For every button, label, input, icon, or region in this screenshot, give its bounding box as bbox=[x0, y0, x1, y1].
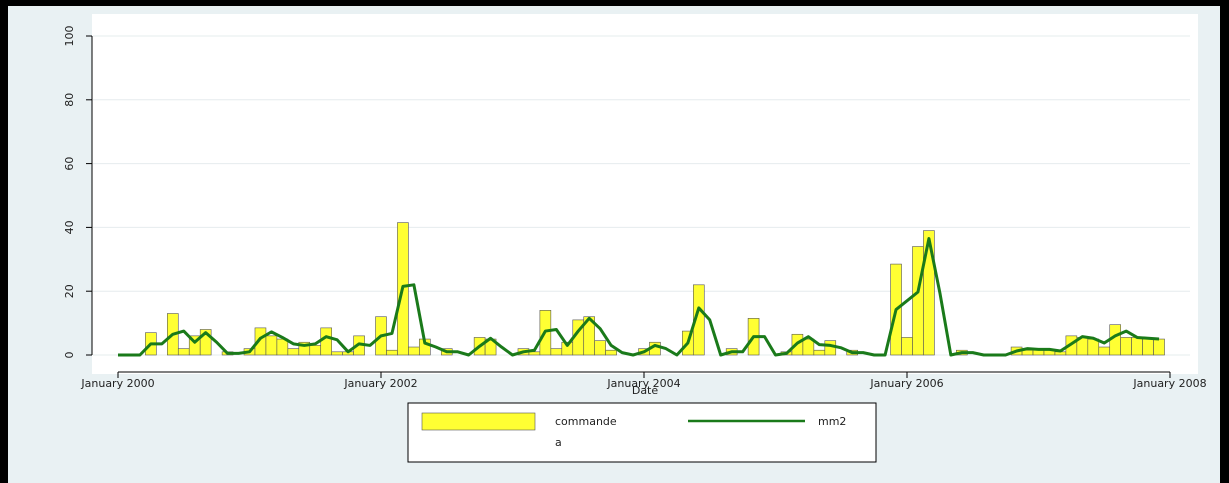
bar bbox=[802, 338, 815, 356]
bar bbox=[199, 329, 212, 356]
bar bbox=[320, 327, 332, 356]
x-tick-label: January 2002 bbox=[343, 377, 417, 390]
y-tick-label: 40 bbox=[63, 220, 76, 234]
bar bbox=[276, 338, 289, 356]
bar bbox=[912, 246, 924, 356]
bar bbox=[583, 316, 595, 356]
legend-label: commande bbox=[555, 415, 617, 428]
bar bbox=[287, 348, 300, 356]
x-tick-label: January 2000 bbox=[80, 377, 154, 390]
x-tick-label: January 2008 bbox=[1132, 377, 1206, 390]
bar bbox=[1142, 338, 1154, 356]
bar bbox=[824, 340, 837, 356]
y-tick-label: 60 bbox=[63, 157, 76, 171]
bar bbox=[1098, 346, 1111, 356]
bar bbox=[605, 349, 617, 356]
bar bbox=[813, 349, 826, 356]
x-axis-label: Date bbox=[632, 384, 659, 397]
legend-key bbox=[421, 412, 536, 431]
legend-label: mm2 bbox=[818, 415, 846, 428]
bar bbox=[550, 348, 563, 356]
bar bbox=[177, 348, 190, 356]
bar bbox=[1153, 338, 1165, 356]
x-tick-label: January 2004 bbox=[606, 377, 680, 390]
line bbox=[118, 237, 1160, 357]
bar bbox=[331, 351, 343, 356]
y-tick-label: 100 bbox=[63, 26, 76, 47]
bar bbox=[923, 230, 935, 356]
bar bbox=[1131, 337, 1143, 356]
bar bbox=[594, 340, 606, 356]
y-tick-label: 80 bbox=[63, 93, 76, 107]
bar bbox=[693, 284, 705, 356]
bar bbox=[901, 337, 913, 356]
bar bbox=[309, 345, 322, 356]
legend bbox=[407, 402, 877, 463]
x-tick-label: January 2006 bbox=[869, 377, 943, 390]
y-tick-label: 20 bbox=[63, 284, 76, 298]
bar bbox=[265, 335, 278, 356]
plot-region bbox=[92, 14, 1198, 374]
bar bbox=[408, 346, 420, 356]
legend-note: a bbox=[555, 436, 562, 449]
y-tick-label: 0 bbox=[63, 352, 76, 359]
bar bbox=[386, 349, 398, 356]
bar bbox=[1120, 337, 1132, 356]
